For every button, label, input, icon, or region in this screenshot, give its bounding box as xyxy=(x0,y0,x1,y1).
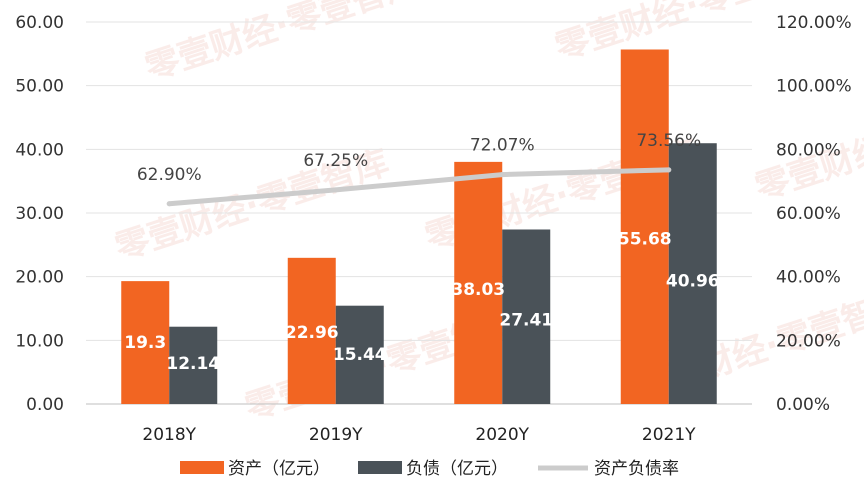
line-point xyxy=(166,201,172,207)
bar-value-label: 15.44 xyxy=(333,345,387,365)
bar-value-label: 22.96 xyxy=(285,323,339,343)
bar-value-label: 27.41 xyxy=(499,310,553,330)
right-axis-tick-label: 80.00% xyxy=(776,140,841,160)
line-point xyxy=(333,187,339,193)
bar-value-label: 38.03 xyxy=(451,280,505,300)
bar-liabilities xyxy=(169,326,218,404)
bars-layer xyxy=(121,49,717,405)
right-axis-tick-label: 120.00% xyxy=(776,13,852,33)
watermark-text: 零壹财经·零壹智库 xyxy=(550,0,833,69)
legend: 资产（亿元） 负债（亿元） 资产负债率 xyxy=(180,459,679,479)
right-axis-tick-label: 40.00% xyxy=(776,268,841,288)
bar-value-label: 55.68 xyxy=(618,229,672,249)
bar-assets xyxy=(121,281,170,404)
line-point xyxy=(666,167,672,173)
right-axis-tick-label: 60.00% xyxy=(776,204,841,224)
bar-assets xyxy=(620,49,669,405)
right-axis-tick-label: 100.00% xyxy=(776,77,852,97)
line-debt-ratio xyxy=(166,167,672,207)
line-point xyxy=(499,172,505,178)
axes-layer: 0.00 10.00 20.00 30.00 40.00 50.00 60.00 0.00% 2… xyxy=(15,13,851,445)
x-axis-tick-label: 2018Y xyxy=(142,425,196,445)
left-axis-tick-label: 60.00 xyxy=(15,13,64,33)
x-axis-tick-label: 2020Y xyxy=(475,425,529,445)
bar-liabilities xyxy=(668,143,717,405)
right-axis-tick-label: 20.00% xyxy=(776,331,841,351)
bar-liabilities xyxy=(502,229,551,404)
legend-swatch xyxy=(180,461,224,474)
bar-assets xyxy=(454,161,503,404)
bar-liabilities xyxy=(335,305,384,404)
line-value-label: 62.90% xyxy=(137,165,202,185)
left-axis-tick-label: 40.00 xyxy=(15,140,64,160)
left-axis-tick-label: 10.00 xyxy=(15,331,64,351)
left-axis-tick-label: 30.00 xyxy=(15,204,64,224)
left-axis-tick-label: 0.00 xyxy=(26,395,64,415)
left-axis-tick-label: 50.00 xyxy=(15,77,64,97)
line-layer xyxy=(166,167,672,207)
line-value-label: 72.07% xyxy=(470,136,535,156)
legend-label: 资产（亿元） xyxy=(228,459,330,479)
legend-label: 资产负债率 xyxy=(594,459,679,479)
bar-value-label: 12.14 xyxy=(166,354,220,374)
x-axis-tick-label: 2021Y xyxy=(642,425,696,445)
watermark-text: 零壹财经·零壹智库 xyxy=(140,0,423,89)
right-axis-tick-label: 0.00% xyxy=(776,395,830,415)
legend-label: 负债（亿元） xyxy=(406,459,508,479)
line-value-label: 73.56% xyxy=(636,131,701,151)
line-value-label: 67.25% xyxy=(303,151,368,171)
x-axis-tick-label: 2019Y xyxy=(309,425,363,445)
bar-assets xyxy=(287,257,336,404)
legend-swatch xyxy=(358,461,402,474)
left-axis-tick-label: 20.00 xyxy=(15,268,64,288)
bar-value-label: 40.96 xyxy=(666,272,720,292)
bar-value-label: 19.3 xyxy=(124,333,166,353)
